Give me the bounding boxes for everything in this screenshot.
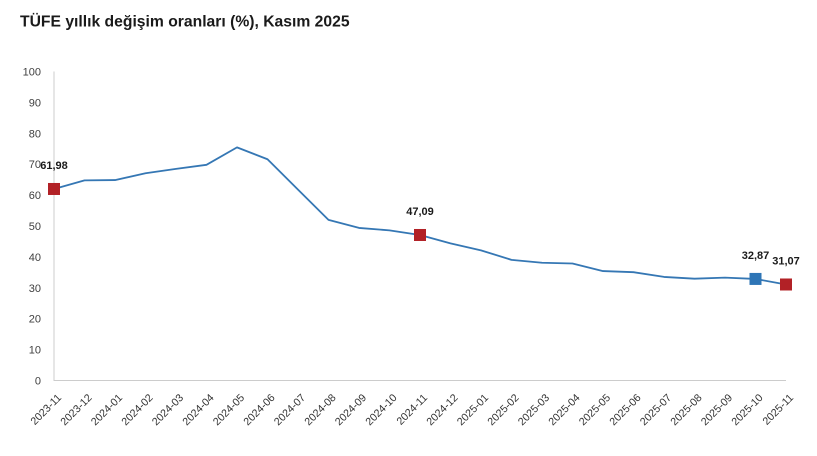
svg-text:40: 40 [29, 252, 41, 264]
svg-text:80: 80 [29, 128, 41, 140]
svg-text:50: 50 [29, 221, 41, 233]
svg-text:0: 0 [35, 376, 41, 388]
svg-text:70: 70 [29, 159, 41, 171]
svg-text:30: 30 [29, 283, 41, 295]
svg-text:20: 20 [29, 314, 41, 326]
svg-text:31,07: 31,07 [772, 255, 800, 267]
svg-text:47,09: 47,09 [406, 206, 434, 218]
svg-text:32,87: 32,87 [742, 250, 770, 262]
svg-text:TÜFE yıllık değişim oranları (: TÜFE yıllık değişim oranları (%), Kasım … [20, 12, 350, 31]
svg-text:90: 90 [29, 97, 41, 109]
svg-text:61,98: 61,98 [40, 160, 68, 172]
svg-text:100: 100 [23, 67, 41, 79]
svg-text:60: 60 [29, 190, 41, 202]
svg-text:10: 10 [29, 345, 41, 357]
